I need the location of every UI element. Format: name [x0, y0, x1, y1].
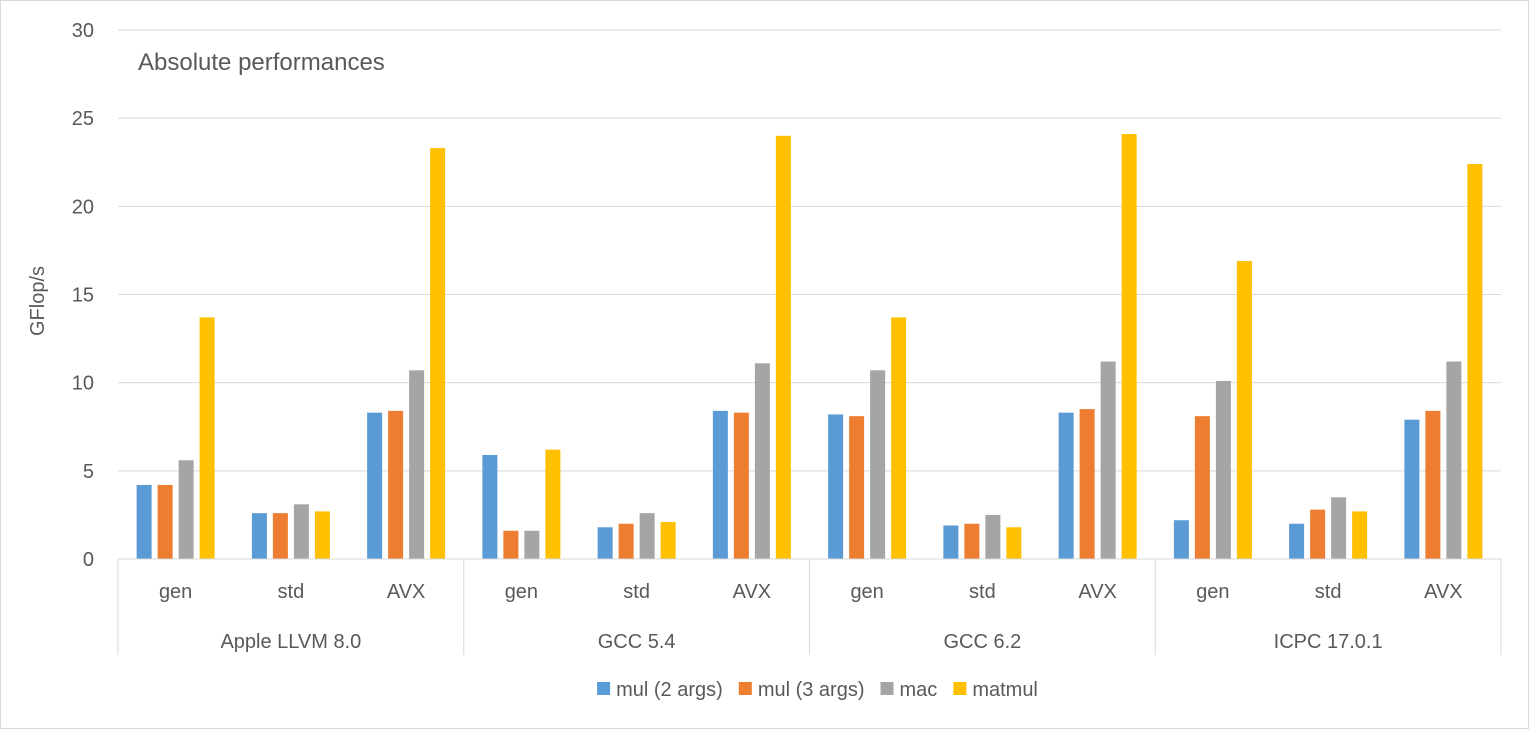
- bar-mac: [985, 514, 1001, 559]
- bar-mul-2-args: [597, 527, 613, 559]
- bar-mul-3-args: [849, 416, 865, 559]
- bar-mul-3-args: [1310, 509, 1326, 559]
- bar-mul-3-args: [1194, 416, 1210, 559]
- bar-mac: [639, 513, 655, 559]
- bar-mac: [870, 370, 886, 559]
- bar-mul-2-args: [1404, 419, 1420, 559]
- x-tick-label: gen: [159, 581, 192, 603]
- legend: mul (2 args) mul (3 args) mac matmul: [597, 679, 1038, 701]
- bar-mac: [1446, 361, 1462, 559]
- bar-mul-2-args: [943, 525, 959, 559]
- bar-mac: [178, 460, 194, 559]
- bars: [136, 134, 1483, 560]
- bar-matmul: [430, 148, 446, 560]
- x-group-label: GCC 6.2: [943, 631, 1021, 653]
- bar-matmul: [314, 511, 330, 559]
- bar-mul-3-args: [503, 530, 519, 559]
- bar-mul-3-args: [388, 410, 404, 559]
- legend-swatch-matmul: [953, 682, 967, 695]
- gridlines: [118, 29, 1501, 472]
- legend-label-mac: mac: [900, 679, 938, 701]
- bar-mul-3-args: [157, 484, 173, 559]
- y-axis-ticks: 0 5 10 15 20 25 30: [72, 20, 94, 571]
- bar-matmul: [660, 521, 676, 559]
- x-tick-label: gen: [505, 581, 538, 603]
- bar-mac: [524, 530, 540, 559]
- legend-label-mul-2-args: mul (2 args): [616, 679, 723, 701]
- bar-matmul: [1352, 511, 1368, 559]
- bar-mac: [1331, 497, 1347, 559]
- bar-mac: [1100, 361, 1116, 559]
- bar-matmul: [891, 317, 907, 559]
- y-tick-label: 20: [72, 196, 94, 218]
- x-tick-label: AVX: [1078, 581, 1117, 603]
- x-tick-label: std: [1315, 581, 1342, 603]
- bar-matmul: [1121, 134, 1137, 559]
- bar-mul-2-args: [136, 484, 152, 559]
- chart-title: Absolute performances: [138, 49, 385, 76]
- x-tick-label: AVX: [387, 581, 426, 603]
- bar-matmul: [199, 317, 215, 559]
- bar-mul-3-args: [733, 412, 749, 559]
- bar-mul-2-args: [1173, 520, 1189, 559]
- bar-mul-3-args: [1425, 410, 1441, 559]
- bar-mul-3-args: [1079, 409, 1095, 559]
- legend-swatch-mul-3-args: [738, 682, 752, 695]
- x-tick-label: gen: [1196, 581, 1229, 603]
- bar-matmul: [1006, 527, 1022, 559]
- y-tick-label: 10: [72, 373, 94, 395]
- bar-mul-2-args: [482, 454, 498, 559]
- bar-mac: [293, 504, 309, 559]
- legend-label-matmul: matmul: [972, 679, 1038, 701]
- x-axis: gen std AVX Apple LLVM 8.0 gen std AVX GCC 5.4 g…: [117, 558, 1502, 655]
- y-tick-label: 30: [72, 20, 94, 42]
- bar-mac: [1215, 380, 1231, 559]
- bar-mac: [754, 363, 770, 559]
- bar-matmul: [1236, 260, 1252, 559]
- bar-mul-2-args: [251, 513, 267, 559]
- y-tick-label: 25: [72, 108, 94, 130]
- y-tick-label: 15: [72, 285, 94, 307]
- y-tick-label: 5: [83, 461, 94, 483]
- legend-swatch-mul-2-args: [597, 682, 611, 695]
- bar-mul-2-args: [828, 414, 844, 559]
- bar-mul-3-args: [618, 523, 634, 559]
- bar-mul-3-args: [272, 513, 288, 559]
- bar-mul-2-args: [367, 412, 383, 559]
- y-tick-label: 0: [83, 549, 94, 571]
- x-tick-label: AVX: [733, 581, 772, 603]
- bar-matmul: [1467, 164, 1483, 559]
- x-group-label: ICPC 17.0.1: [1274, 631, 1383, 653]
- x-group-label: GCC 5.4: [598, 631, 676, 653]
- x-tick-label: AVX: [1424, 581, 1463, 603]
- bar-mul-2-args: [712, 410, 728, 559]
- x-tick-label: std: [969, 581, 996, 603]
- bar-mul-2-args: [1058, 412, 1074, 559]
- bar-mul-2-args: [1289, 523, 1305, 559]
- bar-mac: [409, 370, 425, 559]
- bar-matmul: [775, 135, 791, 560]
- x-tick-label: gen: [850, 581, 883, 603]
- x-group-label: Apple LLVM 8.0: [220, 631, 361, 653]
- legend-label-mul-3-args: mul (3 args): [758, 679, 865, 701]
- bar-matmul: [545, 449, 561, 559]
- x-tick-label: std: [623, 581, 650, 603]
- bar-mul-3-args: [964, 523, 980, 559]
- x-tick-label: std: [278, 581, 305, 603]
- y-axis-title: GFlop/s: [27, 266, 49, 336]
- legend-swatch-mac: [880, 682, 894, 695]
